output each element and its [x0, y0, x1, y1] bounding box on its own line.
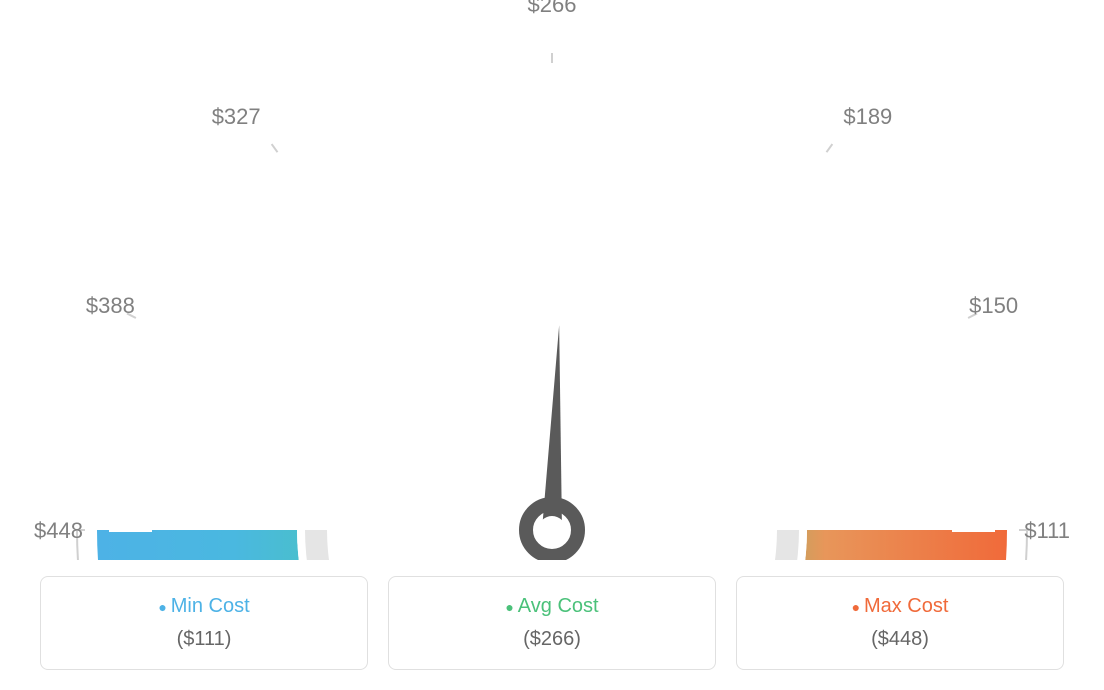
gauge-tick-label: $111 — [1024, 518, 1070, 543]
legend-value-max: ($448) — [747, 628, 1053, 651]
gauge-tick-label: $327 — [212, 104, 261, 129]
legend-card-avg: Avg Cost ($266) — [388, 576, 716, 670]
legend-value-avg: ($266) — [399, 628, 705, 651]
legend-label-avg: Avg Cost — [399, 595, 705, 618]
legend-label-min: Min Cost — [51, 595, 357, 618]
gauge-tick-label: $388 — [86, 293, 135, 318]
gauge-svg: $111 $150 $189 $266 $327 $388 $448 — [0, 0, 1104, 560]
gauge-area: $111 $150 $189 $266 $327 $388 $448 — [0, 0, 1104, 560]
legend-label-max: Max Cost — [747, 595, 1053, 618]
gauge-tick-label: $448 — [34, 518, 83, 543]
gauge-tick-label: $150 — [969, 293, 1018, 318]
legend-row: Min Cost ($111) Avg Cost ($266) Max Cost… — [0, 576, 1104, 670]
gauge-tick-label: $266 — [528, 0, 577, 17]
legend-card-min: Min Cost ($111) — [40, 576, 368, 670]
legend-card-max: Max Cost ($448) — [736, 576, 1064, 670]
gauge-tick-label: $189 — [843, 104, 892, 129]
legend-value-min: ($111) — [51, 628, 357, 651]
gauge-chart-container: $111 $150 $189 $266 $327 $388 $448 Min Cost ($… — [0, 0, 1104, 690]
